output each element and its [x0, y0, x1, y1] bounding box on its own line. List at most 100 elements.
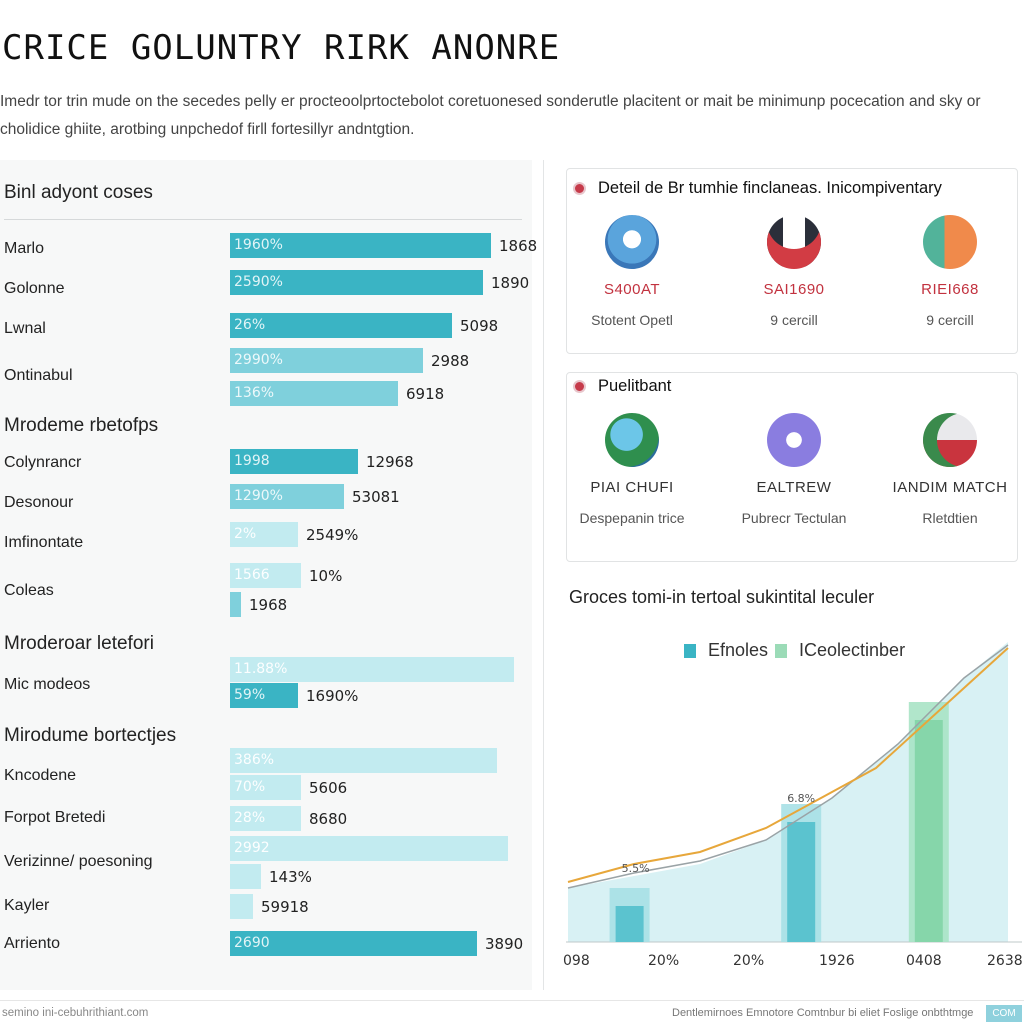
bar-value: 10% [309, 567, 343, 585]
bar: 1960% [230, 233, 491, 258]
bar: 2% [230, 522, 298, 547]
card-item-2: EALTREW Pubrecr Tectulan [719, 413, 869, 526]
footer-link[interactable]: semino ini-cebuhrithiant.com [2, 1007, 149, 1019]
bar: 2992 [230, 836, 508, 861]
bar: 1290% [230, 484, 344, 509]
badge-icon [923, 215, 977, 269]
bar: 59% [230, 683, 298, 708]
bar-label: 2690 [234, 935, 270, 951]
bar-label: 28% [234, 810, 266, 826]
bar-value: 1968 [249, 596, 288, 614]
card-item-sub: Stotent Opetl [591, 312, 673, 328]
area-chart: 5.5% 6.8% [566, 642, 1022, 943]
card-item-name: RIEI668 [921, 281, 979, 298]
bar-value: 1890 [491, 274, 530, 292]
left-heading-divider [4, 219, 522, 220]
card-item-3: RIEI668 9 cercill [875, 215, 1024, 328]
row-label: Arriento [4, 935, 61, 952]
card-item-name: S400AT [603, 281, 661, 298]
flag-icon [923, 413, 977, 467]
bar-value: 12968 [366, 453, 414, 471]
x-tick-label: 20% [733, 953, 765, 969]
legend-item-2: ICeolectinber [775, 640, 905, 661]
bar-value: 1868 [499, 237, 538, 255]
bar-label: 2% [234, 526, 257, 542]
series-line-orange [567, 647, 1009, 883]
bar [615, 906, 644, 942]
card-item-3: IANDIM MATCH Rletdtien [875, 413, 1024, 526]
row-label: Colynrancr [4, 454, 82, 471]
group-heading-3: Mirodume bortectjes [4, 725, 177, 746]
card-item-name: PIAI CHUFI [590, 479, 674, 496]
footer-badge: COM [986, 1005, 1022, 1022]
row-label: Marlo [4, 240, 45, 257]
bar: 136% [230, 381, 398, 406]
bar: 386% [230, 748, 497, 773]
globe-icon [605, 215, 659, 269]
x-tick-label: 1926 [819, 953, 855, 969]
x-tick-label: 2638 [987, 953, 1023, 969]
row-label: Desonour [4, 494, 74, 511]
bar: 26% [230, 313, 452, 338]
bar [230, 592, 241, 617]
legend-label: ICeolectinber [799, 640, 906, 660]
card-item-sub: 9 cercill [770, 312, 818, 328]
area-fill [568, 642, 1008, 942]
series-line-gray [567, 644, 1009, 889]
card-bullet-icon [573, 182, 586, 195]
bar: 28% [230, 806, 301, 831]
bar-value: 59918 [261, 898, 309, 916]
card-item-name: EALTREW [756, 479, 832, 496]
card-title: Deteil de Br tumhie finclaneas. Inicompi… [598, 179, 942, 197]
summary-card-1: Deteil de Br tumhie finclaneas. Inicompi… [566, 168, 1018, 354]
row-label: Verizinne/ poesoning [4, 853, 153, 870]
left-heading: Binl adyont coses [4, 182, 153, 203]
bar-label: 26% [234, 317, 266, 333]
card-header: Puelitbant [573, 377, 671, 396]
footer-credit: Dentlemirnoes Emnotore Comtnbur bi eliet… [672, 1007, 974, 1019]
bar: 1998 [230, 449, 358, 474]
bar [230, 894, 253, 919]
earth-icon [605, 413, 659, 467]
card-item-sub: Pubrecr Tectulan [741, 510, 847, 526]
card-item-2: SAI1690 9 cercill [719, 215, 869, 328]
page-subtitle: Imedr tor trin mude on the secedes pelly… [0, 93, 981, 138]
data-label: 6.8% [787, 792, 815, 805]
row-label: Forpot Bretedi [4, 809, 106, 826]
legend-label: Efnoles [708, 640, 769, 660]
card-item-name: SAI1690 [763, 281, 825, 298]
card-item-sub: 9 cercill [926, 312, 974, 328]
bar-value: 2988 [431, 352, 470, 370]
card-item-1: PIAI CHUFI Despepanin trice [557, 413, 707, 526]
bar-value: 1690% [306, 687, 359, 705]
mail-icon [767, 413, 821, 467]
row-label: Golonne [4, 280, 65, 297]
card-title: Puelitbant [598, 377, 672, 395]
bar: 2990% [230, 348, 423, 373]
bar-label: 2590% [234, 274, 283, 290]
row-label: Kncodene [4, 767, 77, 784]
bar-label: 136% [234, 385, 275, 401]
bar: 2590% [230, 270, 483, 295]
row-label: Mic modeos [4, 676, 91, 693]
legend-item-1: Efnoles [684, 640, 768, 661]
row-label: Kayler [4, 897, 50, 914]
bar-value: 143% [269, 868, 312, 886]
bar [914, 720, 943, 942]
card-item-sub: Despepanin trice [579, 510, 685, 526]
bar-value: 53081 [352, 488, 400, 506]
bar-value: 5098 [460, 317, 499, 335]
x-tick-label: 20% [648, 953, 680, 969]
bar: 70% [230, 775, 301, 800]
bar-value: 3890 [485, 935, 524, 953]
bar-value: 5606 [309, 779, 348, 797]
bar [230, 864, 261, 889]
row-label: Lwnal [4, 320, 46, 337]
bar-label: 1566 [234, 567, 270, 583]
footer-divider [0, 1000, 1024, 1001]
flag-icon [767, 215, 821, 269]
card-item-name: IANDIM MATCH [892, 479, 1008, 496]
card-item-1: S400AT Stotent Opetl [557, 215, 707, 328]
page-title: CRICE GOLUNTRY RIRK ANONRE [2, 28, 561, 68]
bar-label: 70% [234, 779, 266, 795]
